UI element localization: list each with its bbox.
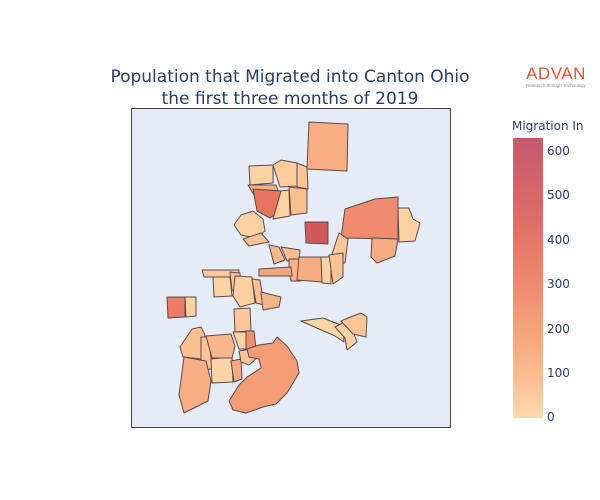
tract[interactable] bbox=[258, 266, 293, 277]
tract[interactable] bbox=[248, 164, 274, 186]
colorbar-tick: 300 bbox=[547, 277, 570, 291]
colorbar-tick: 100 bbox=[547, 366, 570, 380]
tract[interactable] bbox=[210, 356, 234, 384]
tract[interactable] bbox=[232, 275, 256, 308]
map-area[interactable] bbox=[131, 108, 451, 428]
logo-brand: ADVAN bbox=[526, 64, 586, 83]
tract[interactable] bbox=[272, 159, 298, 188]
tract[interactable] bbox=[228, 336, 300, 414]
colorbar-tick: 500 bbox=[547, 188, 570, 202]
tract[interactable] bbox=[233, 307, 252, 333]
tract[interactable] bbox=[296, 162, 309, 190]
tract[interactable] bbox=[272, 189, 291, 220]
tract[interactable] bbox=[166, 296, 186, 319]
tract[interactable] bbox=[242, 232, 270, 247]
tract[interactable] bbox=[230, 358, 243, 383]
colorbar-tick: 600 bbox=[547, 144, 570, 158]
chart-title-line-2: the first three months of 2019 bbox=[161, 89, 419, 109]
tract[interactable] bbox=[212, 276, 233, 298]
tract[interactable] bbox=[397, 207, 421, 243]
tract[interactable] bbox=[178, 356, 212, 414]
tract[interactable] bbox=[328, 252, 344, 285]
tract[interactable] bbox=[288, 186, 308, 216]
tract[interactable] bbox=[306, 121, 349, 172]
tract[interactable] bbox=[340, 196, 399, 240]
tract[interactable] bbox=[320, 256, 332, 285]
tract[interactable] bbox=[205, 333, 236, 359]
colorbar-tick: 400 bbox=[547, 233, 570, 247]
colorbar-tick: 200 bbox=[547, 322, 570, 336]
choropleth-map[interactable] bbox=[132, 109, 452, 429]
tract[interactable] bbox=[304, 221, 329, 245]
logo-tagline: Research through Technology bbox=[526, 83, 586, 88]
tract[interactable] bbox=[260, 291, 282, 311]
colorbar-tick: 0 bbox=[547, 410, 555, 424]
tract[interactable] bbox=[184, 296, 197, 318]
tract[interactable] bbox=[268, 244, 286, 265]
colorbar-title: Migration In bbox=[512, 119, 584, 133]
colorbar bbox=[513, 138, 543, 418]
advan-logo: ADVAN Research through Technology bbox=[519, 65, 593, 89]
tract[interactable] bbox=[340, 312, 368, 338]
tract[interactable] bbox=[179, 326, 206, 360]
tract[interactable] bbox=[370, 237, 399, 264]
chart-title-line-1: Population that Migrated into Canton Ohi… bbox=[110, 67, 470, 87]
tract[interactable] bbox=[296, 256, 324, 283]
